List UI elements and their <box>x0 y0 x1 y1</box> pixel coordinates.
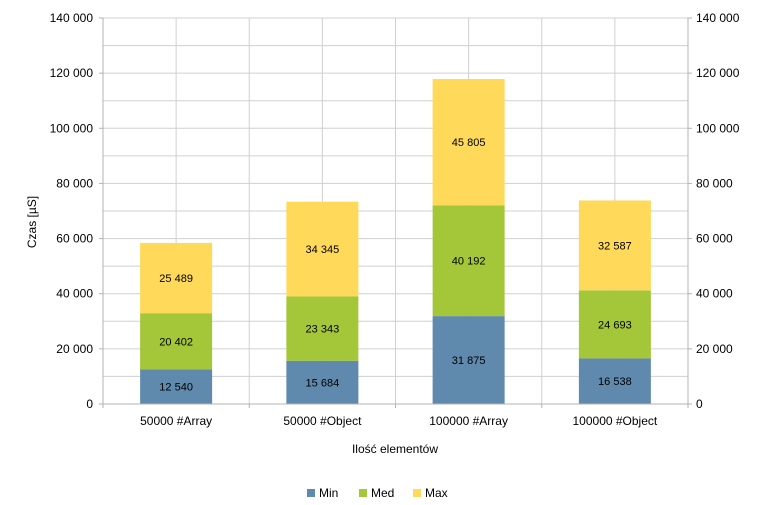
bar-segment-min <box>140 369 213 404</box>
y-tick-label-right: 0 <box>696 397 703 411</box>
y-tick-label-left: 120 000 <box>50 66 94 80</box>
bar-segment-min <box>286 360 359 404</box>
data-label: 45 805 <box>452 137 486 149</box>
y-tick-label-left: 140 000 <box>50 11 94 25</box>
x-axis-ticks: 50000 #Array 50000 #Object 100000 #Array 10… <box>140 414 658 428</box>
y-tick-label-right: 100 000 <box>696 121 740 135</box>
legend-swatch-med <box>359 489 367 497</box>
bar-segment-min <box>578 358 651 404</box>
x-axis-label: Ilość elementów <box>352 442 438 456</box>
legend-swatch-max <box>413 489 421 497</box>
data-label: 20 402 <box>159 336 193 348</box>
legend-label-max: Max <box>425 486 448 500</box>
x-tick-label: 50000 #Object <box>283 414 362 428</box>
bar-segment-max <box>286 201 359 297</box>
x-tick-label: 50000 #Array <box>140 414 212 428</box>
bars: 12 540 20 402 25 489 15 684 23 343 34 345 31 8… <box>140 79 651 404</box>
x-tick-label: 100000 #Object <box>573 414 658 428</box>
bar-segment-max <box>432 79 505 206</box>
y-tick-label-right: 140 000 <box>696 11 740 25</box>
x-tick-label: 100000 #Array <box>429 414 508 428</box>
axes <box>99 17 692 408</box>
y-tick-label-left: 60 000 <box>56 232 93 246</box>
y-tick-label-left: 100 000 <box>50 121 94 135</box>
data-label: 34 345 <box>306 244 340 256</box>
y-tick-label-left: 40 000 <box>56 287 93 301</box>
data-label: 40 192 <box>452 256 486 268</box>
y-tick-label-right: 20 000 <box>696 342 733 356</box>
legend: Min Med Max <box>307 486 448 500</box>
bar-segment-max <box>140 242 213 314</box>
data-label: 31 875 <box>452 355 486 367</box>
y-tick-label-right: 80 000 <box>696 176 733 190</box>
y-axis-label: Czas [µS] <box>25 196 39 248</box>
y-tick-label-right: 40 000 <box>696 287 733 301</box>
bar-segment-med <box>578 290 651 359</box>
data-label: 25 489 <box>159 273 193 285</box>
y-tick-label-left: 0 <box>86 397 93 411</box>
legend-swatch-min <box>307 489 315 497</box>
data-label: 15 684 <box>306 377 340 389</box>
y-tick-label-right: 120 000 <box>696 66 740 80</box>
bar-segment-med <box>140 313 213 370</box>
data-label: 24 693 <box>598 319 632 331</box>
y-tick-label-left: 20 000 <box>56 342 93 356</box>
data-label: 16 538 <box>598 376 632 388</box>
bar-segment-max <box>578 200 651 291</box>
y-axis-right-ticks: 0 20 000 40 000 60 000 80 000 100 000 120 000 1… <box>696 11 740 411</box>
data-label: 12 540 <box>159 382 193 394</box>
data-label: 23 343 <box>306 324 340 336</box>
y-axis-left-ticks: 0 20 000 40 000 60 000 80 000 100 000 120 000 1… <box>50 11 94 411</box>
legend-label-med: Med <box>371 486 394 500</box>
y-tick-label-right: 60 000 <box>696 232 733 246</box>
data-label: 32 587 <box>598 240 632 252</box>
bar-segment-med <box>286 296 359 361</box>
bar-segment-med <box>432 205 505 317</box>
y-tick-label-left: 80 000 <box>56 176 93 190</box>
bar-segment-min <box>432 316 505 404</box>
legend-label-min: Min <box>319 486 338 500</box>
